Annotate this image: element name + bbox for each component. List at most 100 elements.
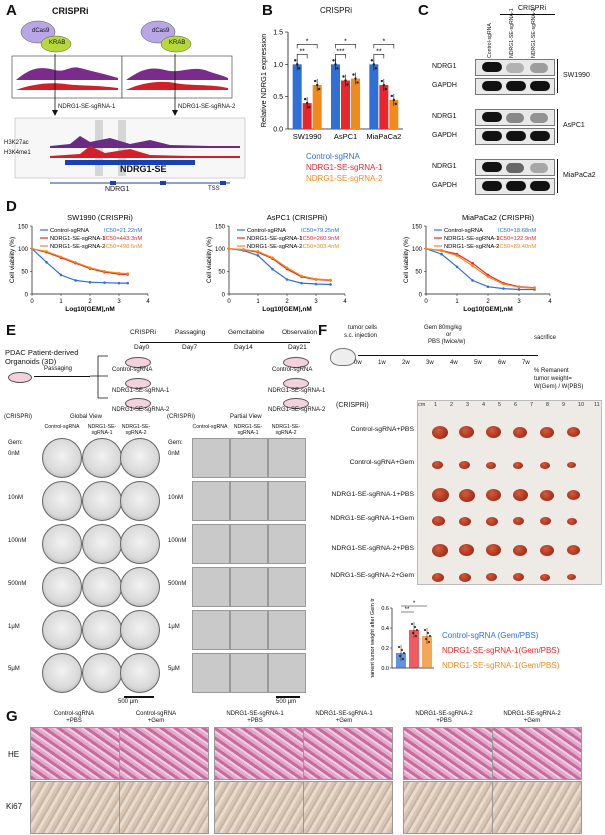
- d-point: [424, 247, 428, 250]
- d-ylabel: Cell viability (%): [403, 237, 410, 283]
- f-row-3: NDRG1-SE-sgRNA-1+Gem: [330, 515, 414, 522]
- f-formula-l2: tumor weight=: [534, 376, 572, 382]
- g-col-1-l1: Control-sgRNA: [135, 711, 177, 717]
- d-ytick-label: 100: [412, 247, 423, 253]
- tumor-specimen: [432, 572, 444, 582]
- d-point: [74, 279, 77, 282]
- f-point: [403, 652, 405, 654]
- pconc-2: 100nM: [168, 538, 187, 544]
- ruler-mark: 1: [434, 402, 438, 408]
- panel-label-a: A: [6, 2, 17, 19]
- d-ytick-label: 100: [18, 247, 29, 253]
- organoid-intro-l1: PDAC Patient-derived: [5, 348, 79, 357]
- d-point: [88, 280, 92, 284]
- b-bar: [292, 64, 302, 129]
- b-ytick-label: 0.0: [273, 127, 283, 134]
- d-series-line: [425, 248, 535, 291]
- g-col-1: Control-sgRNA +Gem: [114, 711, 198, 725]
- blot3-ndrg1-label: NDRG1: [432, 163, 457, 170]
- dish-e1: [125, 357, 151, 368]
- dcas9-left-label: dCas9: [32, 28, 50, 34]
- tumor-specimen: [486, 573, 497, 581]
- blot1-gapdh-label: GAPDH: [432, 82, 457, 89]
- f-point: [401, 649, 403, 651]
- tumor-specimen: [432, 461, 443, 469]
- blot3-bracket: [557, 159, 558, 193]
- e-crispri-right: (CRISPRi): [167, 414, 195, 420]
- g-col-3-l2: +Gem: [335, 718, 353, 724]
- tumor-specimen: [513, 489, 528, 501]
- b-sig-bracket-inner: [296, 54, 308, 65]
- d-title: AsPC1 (CRISPRi): [267, 213, 328, 222]
- d-series-line: [31, 248, 128, 276]
- b-point: [382, 83, 386, 87]
- d-legend-label: Control-sgRNA: [444, 228, 483, 234]
- b-point: [394, 102, 398, 106]
- legend-b-control: Control-sgRNA: [306, 152, 360, 161]
- b-ytick-label: 1.0: [273, 62, 283, 69]
- b-point: [356, 81, 359, 84]
- f-crispri: (CRISPRi): [336, 402, 369, 409]
- f-point: [399, 655, 401, 657]
- b-sig-bracket-outer: [296, 44, 318, 49]
- dish-icon: [8, 372, 32, 383]
- dish-e2: [125, 378, 151, 389]
- tumor-specimen: [432, 488, 449, 502]
- chart-d-aspc1: AsPC1 (CRISPRi) 0 50 100 150 0 1 2 3 4 Log10[GEM],…: [206, 213, 347, 312]
- b-sig-bracket-outer: [335, 44, 356, 49]
- blot2-gapdh: [475, 128, 555, 145]
- d-point: [88, 266, 92, 270]
- tl-observation: Observation: [282, 329, 318, 336]
- d-point: [126, 272, 129, 275]
- f-point: [411, 623, 413, 625]
- f-formula: % Remanent tumor weight= W(Gem) / W(PBS): [534, 367, 583, 391]
- d-xtick-label: 0: [227, 299, 231, 305]
- wk4: 4w: [450, 360, 458, 366]
- legend-b-sg2: NDRG1-SE-sgRNA-2: [306, 174, 383, 183]
- b-xtick-label: MiaPaCa2: [366, 132, 401, 141]
- d-ic50-label: IC50=122.9nM: [498, 236, 536, 242]
- blot1-ndrg1-label: NDRG1: [432, 63, 457, 70]
- d-series-line: [31, 248, 128, 284]
- blot2-cell: AsPC1: [563, 122, 585, 129]
- b-bar: [379, 85, 389, 129]
- b-sig-inner: **: [299, 48, 305, 55]
- d-ylabel: Cell viability (%): [206, 237, 213, 283]
- b-point: [390, 94, 394, 98]
- wk2: 2w: [402, 360, 410, 366]
- g-col-0-l2: +PBS: [66, 718, 82, 724]
- conc-2: 100nM: [8, 538, 27, 544]
- b-point: [346, 83, 349, 86]
- d-point: [300, 281, 303, 285]
- wk5: 5w: [474, 360, 482, 366]
- d-ic50-label: IC50=21.22nM: [104, 228, 142, 234]
- d-point: [502, 282, 505, 286]
- chart-b: 0.0 0.5 1.0 1.5 Relative NDRG1 expression SW1…: [259, 30, 403, 141]
- d-ic50-label: IC50=443.3nM: [104, 236, 142, 242]
- blot3-gapdh-label: GAPDH: [432, 182, 457, 189]
- f-tumor-cells: tumor cells: [348, 325, 378, 331]
- legend-b-sg1: NDRG1-SE-sgRNA-1: [306, 163, 383, 172]
- f-sacrifice: sacrifice: [534, 335, 557, 341]
- tumor-specimen: [567, 427, 580, 437]
- e-col-sg2: NDRG1-SE-sgRNA-2: [121, 424, 151, 436]
- panel-label-f: F: [318, 322, 328, 339]
- d-ytick-label: 150: [412, 224, 423, 230]
- dish-e3: [125, 398, 151, 409]
- dish-e5: [283, 378, 309, 389]
- tl-day14: Day14: [234, 344, 253, 351]
- e-global-view: Global View: [70, 414, 102, 420]
- d-point: [242, 248, 245, 251]
- f-legend: Control-sgRNA (Gem/PBS) NDRG1-SE-sgRNA-1…: [442, 631, 559, 670]
- blot1-cell: SW1990: [563, 72, 590, 79]
- dish-e6: [283, 398, 309, 409]
- e-col-sg1: NDRG1-SE-sgRNA-1: [87, 424, 117, 436]
- d-point: [74, 260, 77, 264]
- f-row-5: NDRG1-SE-sgRNA-2+Gem: [330, 572, 414, 579]
- ruler-mark: 11: [594, 402, 600, 408]
- d-point: [471, 279, 474, 282]
- conc-3: 500nM: [8, 581, 27, 587]
- conc-1: 10nM: [8, 495, 24, 501]
- tumor-specimen: [567, 517, 577, 525]
- g-col-5: NDRG1-SE-sgRNA-2 +Gem: [490, 711, 574, 725]
